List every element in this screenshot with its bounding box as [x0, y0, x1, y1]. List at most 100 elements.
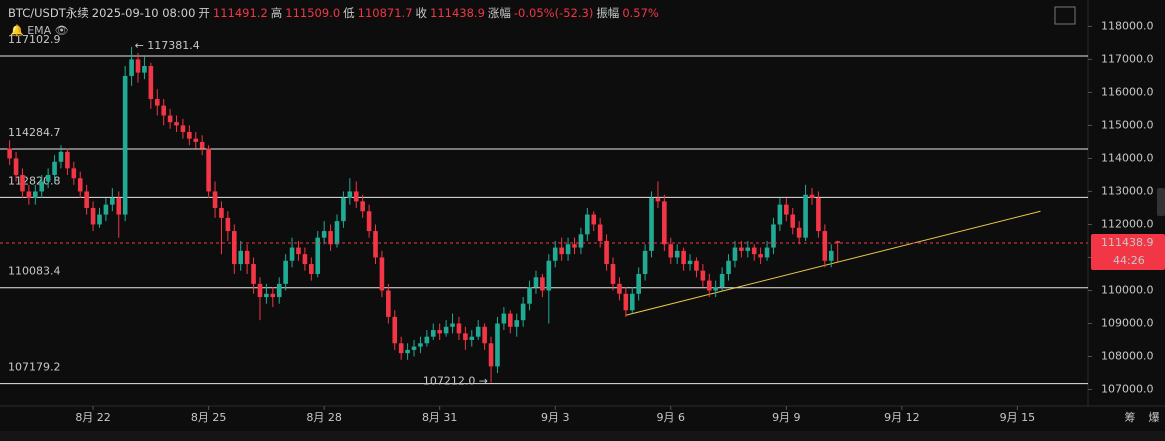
candle-body [20, 174, 25, 192]
countdown: 44:26 [1113, 254, 1145, 267]
level-label: 107179.2 [8, 361, 61, 374]
candle-body [732, 247, 738, 261]
candle-body [379, 257, 385, 291]
candle-body [411, 346, 417, 350]
footer-icon: 筹 [1125, 410, 1136, 424]
header-label: 高 [270, 6, 283, 20]
candle-body [353, 191, 359, 202]
candle-body [276, 283, 282, 298]
last-price-tag [1091, 233, 1165, 270]
header-value: 110871.7 [357, 6, 413, 20]
side-handle[interactable] [1157, 188, 1165, 216]
candle-body [604, 240, 609, 265]
candle-body [45, 174, 51, 182]
plot-area [0, 0, 1088, 406]
candle-body [694, 260, 699, 271]
candle-body [270, 293, 276, 298]
footer-icon: 爆 [1149, 410, 1160, 424]
last-price-label: 111438.9 [1101, 236, 1154, 249]
candle-body [533, 277, 539, 288]
candle-body [110, 198, 115, 205]
candle-body [642, 250, 648, 274]
level-label: 110083.4 [8, 265, 61, 278]
candle-body [475, 326, 481, 337]
candle-body [347, 191, 353, 199]
candle-body [97, 214, 102, 225]
candle-body [443, 326, 449, 334]
candle-body [495, 323, 500, 367]
header-value: 111438.9 [430, 6, 485, 20]
candle-body [751, 247, 757, 255]
candle-body [655, 198, 661, 202]
x-tick-label: 8月 28 [306, 411, 342, 424]
candle-body [552, 247, 558, 261]
candle-body [784, 204, 789, 215]
candle-body [84, 191, 89, 208]
indicator-name[interactable]: EMA [27, 24, 52, 37]
candle-body [739, 247, 744, 251]
candle-body [39, 181, 45, 192]
candle-body [225, 217, 231, 232]
candle-body [514, 320, 520, 327]
candle-body [520, 303, 526, 321]
candle-body [501, 313, 507, 324]
header-value: -0.05%(-52.3) [513, 6, 594, 20]
x-tick-label: 9月 6 [657, 411, 686, 424]
candle-body [244, 250, 250, 265]
candle-body [822, 231, 828, 261]
candle-body [52, 161, 57, 175]
layout-icon[interactable] [1054, 6, 1076, 25]
candle-body [296, 247, 301, 255]
candle-body [629, 293, 635, 311]
candle-body [828, 250, 834, 261]
x-tick-label: 8月 31 [422, 411, 458, 424]
header: BTC/USDT永续 2025-09-10 08:00 开 111491.2 高 1115… [8, 5, 662, 21]
candle-body [366, 211, 372, 232]
candle-body [540, 277, 545, 291]
candle-body [161, 105, 166, 116]
candle-body [58, 151, 64, 162]
candle-body [199, 141, 205, 149]
candle-body [565, 244, 571, 255]
header-label: 低 [343, 6, 355, 20]
y-tick-label: 118000.0 [1101, 19, 1154, 32]
y-tick-label: 113000.0 [1101, 184, 1154, 197]
candle-body [193, 138, 199, 142]
y-tick-label: 109000.0 [1101, 316, 1154, 329]
candle-body [315, 237, 321, 274]
x-tick-label: 9月 12 [884, 411, 920, 424]
candle-body [803, 194, 808, 238]
candle-body [610, 264, 616, 284]
candle-body [13, 158, 19, 175]
x-tick-label: 9月 9 [772, 411, 801, 424]
x-tick-label: 9月 3 [541, 411, 570, 424]
candle-body [713, 287, 719, 291]
candle-body [681, 250, 686, 265]
header-label: 开 [198, 6, 210, 20]
candle-body [360, 201, 365, 212]
candle-body [309, 264, 314, 274]
candle-body [662, 201, 667, 245]
candle-body [180, 125, 186, 133]
trend-line [625, 210, 1041, 316]
candle-body [283, 260, 288, 284]
candle-body [674, 250, 680, 258]
level-label: 117102.9 [8, 33, 61, 46]
candle-body [154, 99, 160, 106]
candle-body [65, 151, 70, 169]
candle-body [135, 59, 141, 73]
y-tick-label: 116000.0 [1101, 85, 1154, 98]
y-tick-label: 115000.0 [1101, 118, 1154, 131]
candle-body [33, 191, 38, 199]
y-tick-label: 114000.0 [1101, 151, 1154, 164]
candle-body [585, 214, 590, 235]
x-tick-label: 8月 25 [191, 411, 227, 424]
candle-body [527, 287, 532, 304]
y-tick-label: 112000.0 [1101, 217, 1154, 230]
candle-body [706, 280, 712, 291]
candle-body [623, 293, 629, 311]
candle-body [122, 75, 128, 215]
candle-body [456, 323, 462, 334]
candle-body [668, 244, 674, 258]
candle-body [572, 244, 577, 248]
